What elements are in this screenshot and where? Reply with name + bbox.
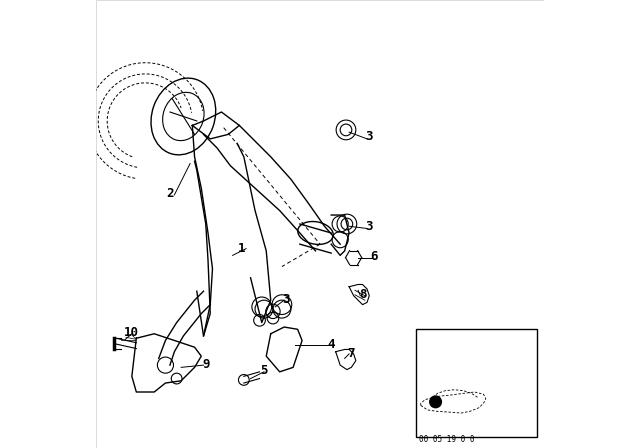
Text: 7: 7: [348, 346, 355, 360]
Text: 6: 6: [370, 250, 378, 263]
Text: 10: 10: [124, 326, 138, 339]
Text: 3: 3: [365, 220, 373, 233]
Text: 1: 1: [238, 242, 245, 255]
Bar: [417, 329, 538, 437]
Text: 00 05 19 0 0: 00 05 19 0 0: [419, 435, 474, 444]
Text: 3: 3: [283, 293, 290, 306]
Circle shape: [430, 396, 442, 408]
Text: 9: 9: [202, 358, 209, 371]
Text: 5: 5: [260, 364, 268, 378]
Text: 2: 2: [166, 187, 173, 200]
Text: 4: 4: [328, 337, 335, 351]
Text: 3: 3: [365, 130, 373, 143]
Text: 8: 8: [359, 288, 366, 301]
